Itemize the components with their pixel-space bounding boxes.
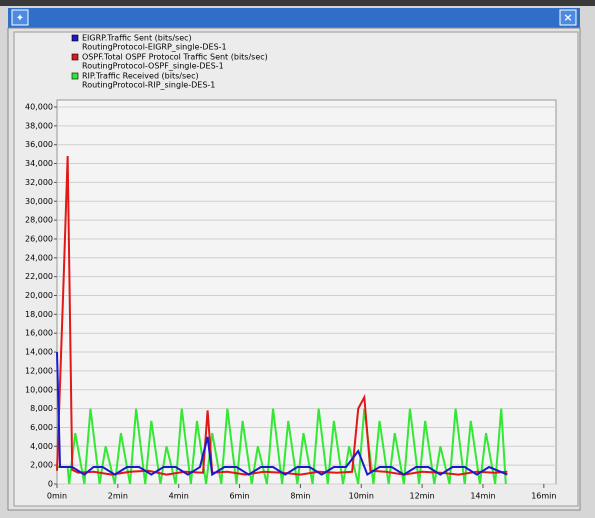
series-line <box>57 408 507 485</box>
y-tick-label: 8,000 <box>30 404 53 413</box>
y-tick-label: 28,000 <box>25 216 53 225</box>
legend-label: OSPF.Total OSPF Protocol Traffic Sent (b… <box>82 53 268 62</box>
series-line <box>56 352 508 477</box>
legend-swatch <box>71 53 79 61</box>
y-tick-label: 30,000 <box>25 197 53 206</box>
y-tick-label: 0 <box>48 480 53 489</box>
x-tick-label: 8min <box>290 492 310 501</box>
y-tick-label: 34,000 <box>25 159 53 168</box>
x-tick-label: 14min <box>470 492 495 501</box>
y-tick-label: 14,000 <box>25 348 53 357</box>
y-tick-label: 24,000 <box>25 253 53 262</box>
y-tick-label: 20,000 <box>25 291 53 300</box>
close-button[interactable] <box>559 9 577 26</box>
legend-scenario: RoutingProtocol-OSPF_single-DES-1 <box>82 62 224 71</box>
y-tick-label: 4,000 <box>30 442 53 451</box>
y-tick-label: 22,000 <box>25 272 53 281</box>
x-tick-label: 0min <box>47 492 67 501</box>
y-tick-label: 16,000 <box>25 329 53 338</box>
y-tick-label: 18,000 <box>25 310 53 319</box>
series-line <box>56 155 508 476</box>
x-tick-label: 4min <box>169 492 189 501</box>
legend-label: EIGRP.Traffic Sent (bits/sec) <box>82 34 192 43</box>
legend-scenario: RoutingProtocol-EIGRP_single-DES-1 <box>82 43 227 52</box>
legend-swatch <box>71 34 79 42</box>
y-tick-label: 26,000 <box>25 234 53 243</box>
y-tick-label: 12,000 <box>25 366 53 375</box>
y-tick-label: 40,000 <box>25 103 53 112</box>
legend-label: RIP.Traffic Received (bits/sec) <box>82 72 199 81</box>
top-bar <box>0 0 595 6</box>
x-tick-label: 16min <box>531 492 556 501</box>
title-bar <box>8 8 580 28</box>
y-tick-label: 32,000 <box>25 178 53 187</box>
legend-scenario: RoutingProtocol-RIP_single-DES-1 <box>82 81 215 90</box>
plot-area <box>56 99 557 485</box>
close-glyph: × <box>563 11 572 24</box>
legend-swatch <box>71 72 79 80</box>
y-tick-label: 38,000 <box>25 121 53 130</box>
icon-glyph: ✦ <box>16 13 24 24</box>
window-icon <box>11 9 29 26</box>
y-tick-label: 10,000 <box>25 385 53 394</box>
y-tick-label: 36,000 <box>25 140 53 149</box>
y-tick-label: 2,000 <box>30 461 53 470</box>
y-tick-label: 6,000 <box>30 423 53 432</box>
x-tick-label: 6min <box>229 492 249 501</box>
x-tick-label: 10min <box>349 492 374 501</box>
x-tick-label: 12min <box>409 492 434 501</box>
x-tick-label: 2min <box>108 492 128 501</box>
